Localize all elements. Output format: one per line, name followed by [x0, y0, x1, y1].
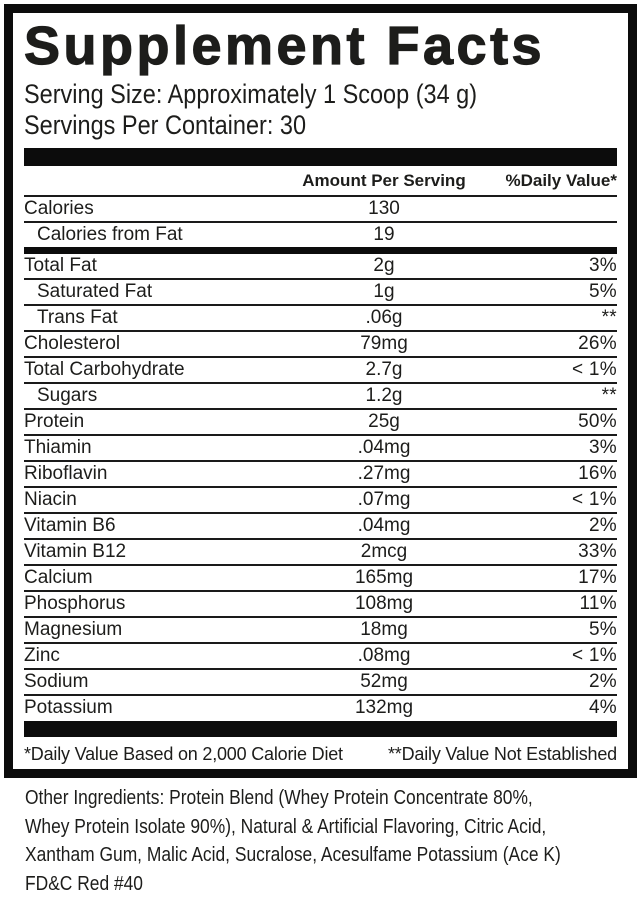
- nutrient-name: Sodium: [24, 670, 294, 694]
- column-header-amount: Amount Per Serving: [294, 171, 474, 191]
- other-ingredients-line: Other Ingredients: Protein Blend (Whey P…: [25, 784, 561, 813]
- table-row: Calories 130: [24, 197, 617, 221]
- nutrient-name: Vitamin B6: [24, 514, 294, 538]
- supplement-facts-panel: Supplement Facts Serving Size: Approxima…: [4, 4, 637, 778]
- divider-thick-top: [24, 148, 617, 166]
- nutrient-amount: .04mg: [294, 436, 474, 460]
- nutrient-daily-value: 26%: [474, 332, 617, 356]
- nutrient-daily-value: 2%: [474, 670, 617, 694]
- nutrient-name: Calories: [24, 197, 294, 221]
- nutrient-daily-value: 5%: [474, 618, 617, 642]
- nutrient-name: Protein: [24, 410, 294, 434]
- nutrient-daily-value: 33%: [474, 540, 617, 564]
- nutrient-name: Trans Fat: [24, 306, 294, 330]
- nutrient-daily-value: 3%: [474, 436, 617, 460]
- nutrient-amount: 18mg: [294, 618, 474, 642]
- nutrient-name: Calories from Fat: [24, 223, 294, 247]
- table-row: Total Carbohydrate 2.7g < 1%: [24, 356, 617, 382]
- table-row: Magnesium 18mg 5%: [24, 616, 617, 642]
- table-row: Calcium 165mg 17%: [24, 564, 617, 590]
- table-row: Potassium 132mg 4%: [24, 694, 617, 720]
- nutrient-daily-value: 16%: [474, 462, 617, 486]
- divider-thick-bottom: [24, 721, 617, 737]
- nutrient-daily-value: 11%: [474, 592, 617, 616]
- nutrient-amount: 1g: [294, 280, 474, 304]
- nutrient-amount: 1.2g: [294, 384, 474, 408]
- nutrient-amount: .08mg: [294, 644, 474, 668]
- nutrient-amount: 165mg: [294, 566, 474, 590]
- table-row: Calories from Fat 19: [24, 221, 617, 247]
- serving-info: Serving Size: Approximately 1 Scoop (34 …: [24, 79, 617, 141]
- nutrient-amount: 132mg: [294, 696, 474, 720]
- nutrient-amount: 2g: [294, 254, 474, 278]
- nutrient-amount: 52mg: [294, 670, 474, 694]
- table-row: Sodium 52mg 2%: [24, 668, 617, 694]
- nutrient-name: Phosphorus: [24, 592, 294, 616]
- table-row: Protein 25g 50%: [24, 408, 617, 434]
- table-row: Vitamin B12 2mcg 33%: [24, 538, 617, 564]
- other-ingredients-line: Whey Protein Isolate 90%), Natural & Art…: [25, 813, 561, 842]
- nutrient-daily-value: 50%: [474, 410, 617, 434]
- nutrient-amount: .27mg: [294, 462, 474, 486]
- serving-size: Serving Size: Approximately 1 Scoop (34 …: [24, 79, 540, 110]
- nutrient-daily-value: < 1%: [474, 488, 617, 512]
- table-row: Total Fat 2g 3%: [24, 247, 617, 278]
- nutrient-name: Zinc: [24, 644, 294, 668]
- table-row: Zinc .08mg < 1%: [24, 642, 617, 668]
- footnote-daily-value-basis: *Daily Value Based on 2,000 Calorie Diet: [24, 744, 343, 765]
- nutrient-daily-value: 5%: [474, 280, 617, 304]
- nutrient-daily-value: **: [474, 306, 617, 330]
- nutrient-name: Riboflavin: [24, 462, 294, 486]
- nutrient-name: Saturated Fat: [24, 280, 294, 304]
- other-ingredients-line: Xantham Gum, Malic Acid, Sucralose, Aces…: [25, 841, 561, 870]
- nutrient-daily-value: 3%: [474, 254, 617, 278]
- nutrient-amount: .07mg: [294, 488, 474, 512]
- footnote-not-established: **Daily Value Not Established: [388, 744, 617, 765]
- nutrient-name: Total Fat: [24, 254, 294, 278]
- footnotes: *Daily Value Based on 2,000 Calorie Diet…: [24, 744, 617, 765]
- table-row: Niacin .07mg < 1%: [24, 486, 617, 512]
- nutrient-name: Cholesterol: [24, 332, 294, 356]
- nutrient-amount: .04mg: [294, 514, 474, 538]
- nutrient-daily-value: **: [474, 384, 617, 408]
- table-row: Saturated Fat 1g 5%: [24, 278, 617, 304]
- nutrient-daily-value: 4%: [474, 696, 617, 720]
- nutrient-name: Thiamin: [24, 436, 294, 460]
- table-row: Cholesterol 79mg 26%: [24, 330, 617, 356]
- table-row: Trans Fat .06g **: [24, 304, 617, 330]
- nutrient-daily-value: 17%: [474, 566, 617, 590]
- column-header-daily-value: %Daily Value*: [474, 171, 617, 191]
- table-row: Riboflavin .27mg 16%: [24, 460, 617, 486]
- nutrient-amount: 2.7g: [294, 358, 474, 382]
- nutrient-daily-value: < 1%: [474, 644, 617, 668]
- nutrient-amount: 19: [294, 223, 474, 247]
- nutrient-amount: 130: [294, 197, 474, 221]
- panel-title: Supplement Facts: [24, 17, 617, 75]
- other-ingredients: Other Ingredients: Protein Blend (Whey P…: [25, 784, 641, 898]
- nutrient-name: Sugars: [24, 384, 294, 408]
- nutrient-amount: 108mg: [294, 592, 474, 616]
- nutrient-daily-value: < 1%: [474, 358, 617, 382]
- table-row: Phosphorus 108mg 11%: [24, 590, 617, 616]
- table-row: Thiamin .04mg 3%: [24, 434, 617, 460]
- nutrient-amount: 79mg: [294, 332, 474, 356]
- nutrient-amount: .06g: [294, 306, 474, 330]
- table-column-headers: Amount Per Serving %Daily Value*: [24, 166, 617, 197]
- nutrient-amount: 25g: [294, 410, 474, 434]
- servings-per-container: Servings Per Container: 30: [24, 110, 540, 141]
- table-row: Sugars 1.2g **: [24, 382, 617, 408]
- nutrient-amount: 2mcg: [294, 540, 474, 564]
- other-ingredients-line: FD&C Red #40: [25, 870, 561, 898]
- facts-rows: Calories 130 Calories from Fat 19 Total …: [24, 197, 617, 720]
- table-row: Vitamin B6 .04mg 2%: [24, 512, 617, 538]
- nutrient-name: Magnesium: [24, 618, 294, 642]
- nutrient-name: Vitamin B12: [24, 540, 294, 564]
- nutrient-daily-value: 2%: [474, 514, 617, 538]
- nutrient-name: Total Carbohydrate: [24, 358, 294, 382]
- nutrient-name: Potassium: [24, 696, 294, 720]
- nutrient-name: Calcium: [24, 566, 294, 590]
- nutrient-name: Niacin: [24, 488, 294, 512]
